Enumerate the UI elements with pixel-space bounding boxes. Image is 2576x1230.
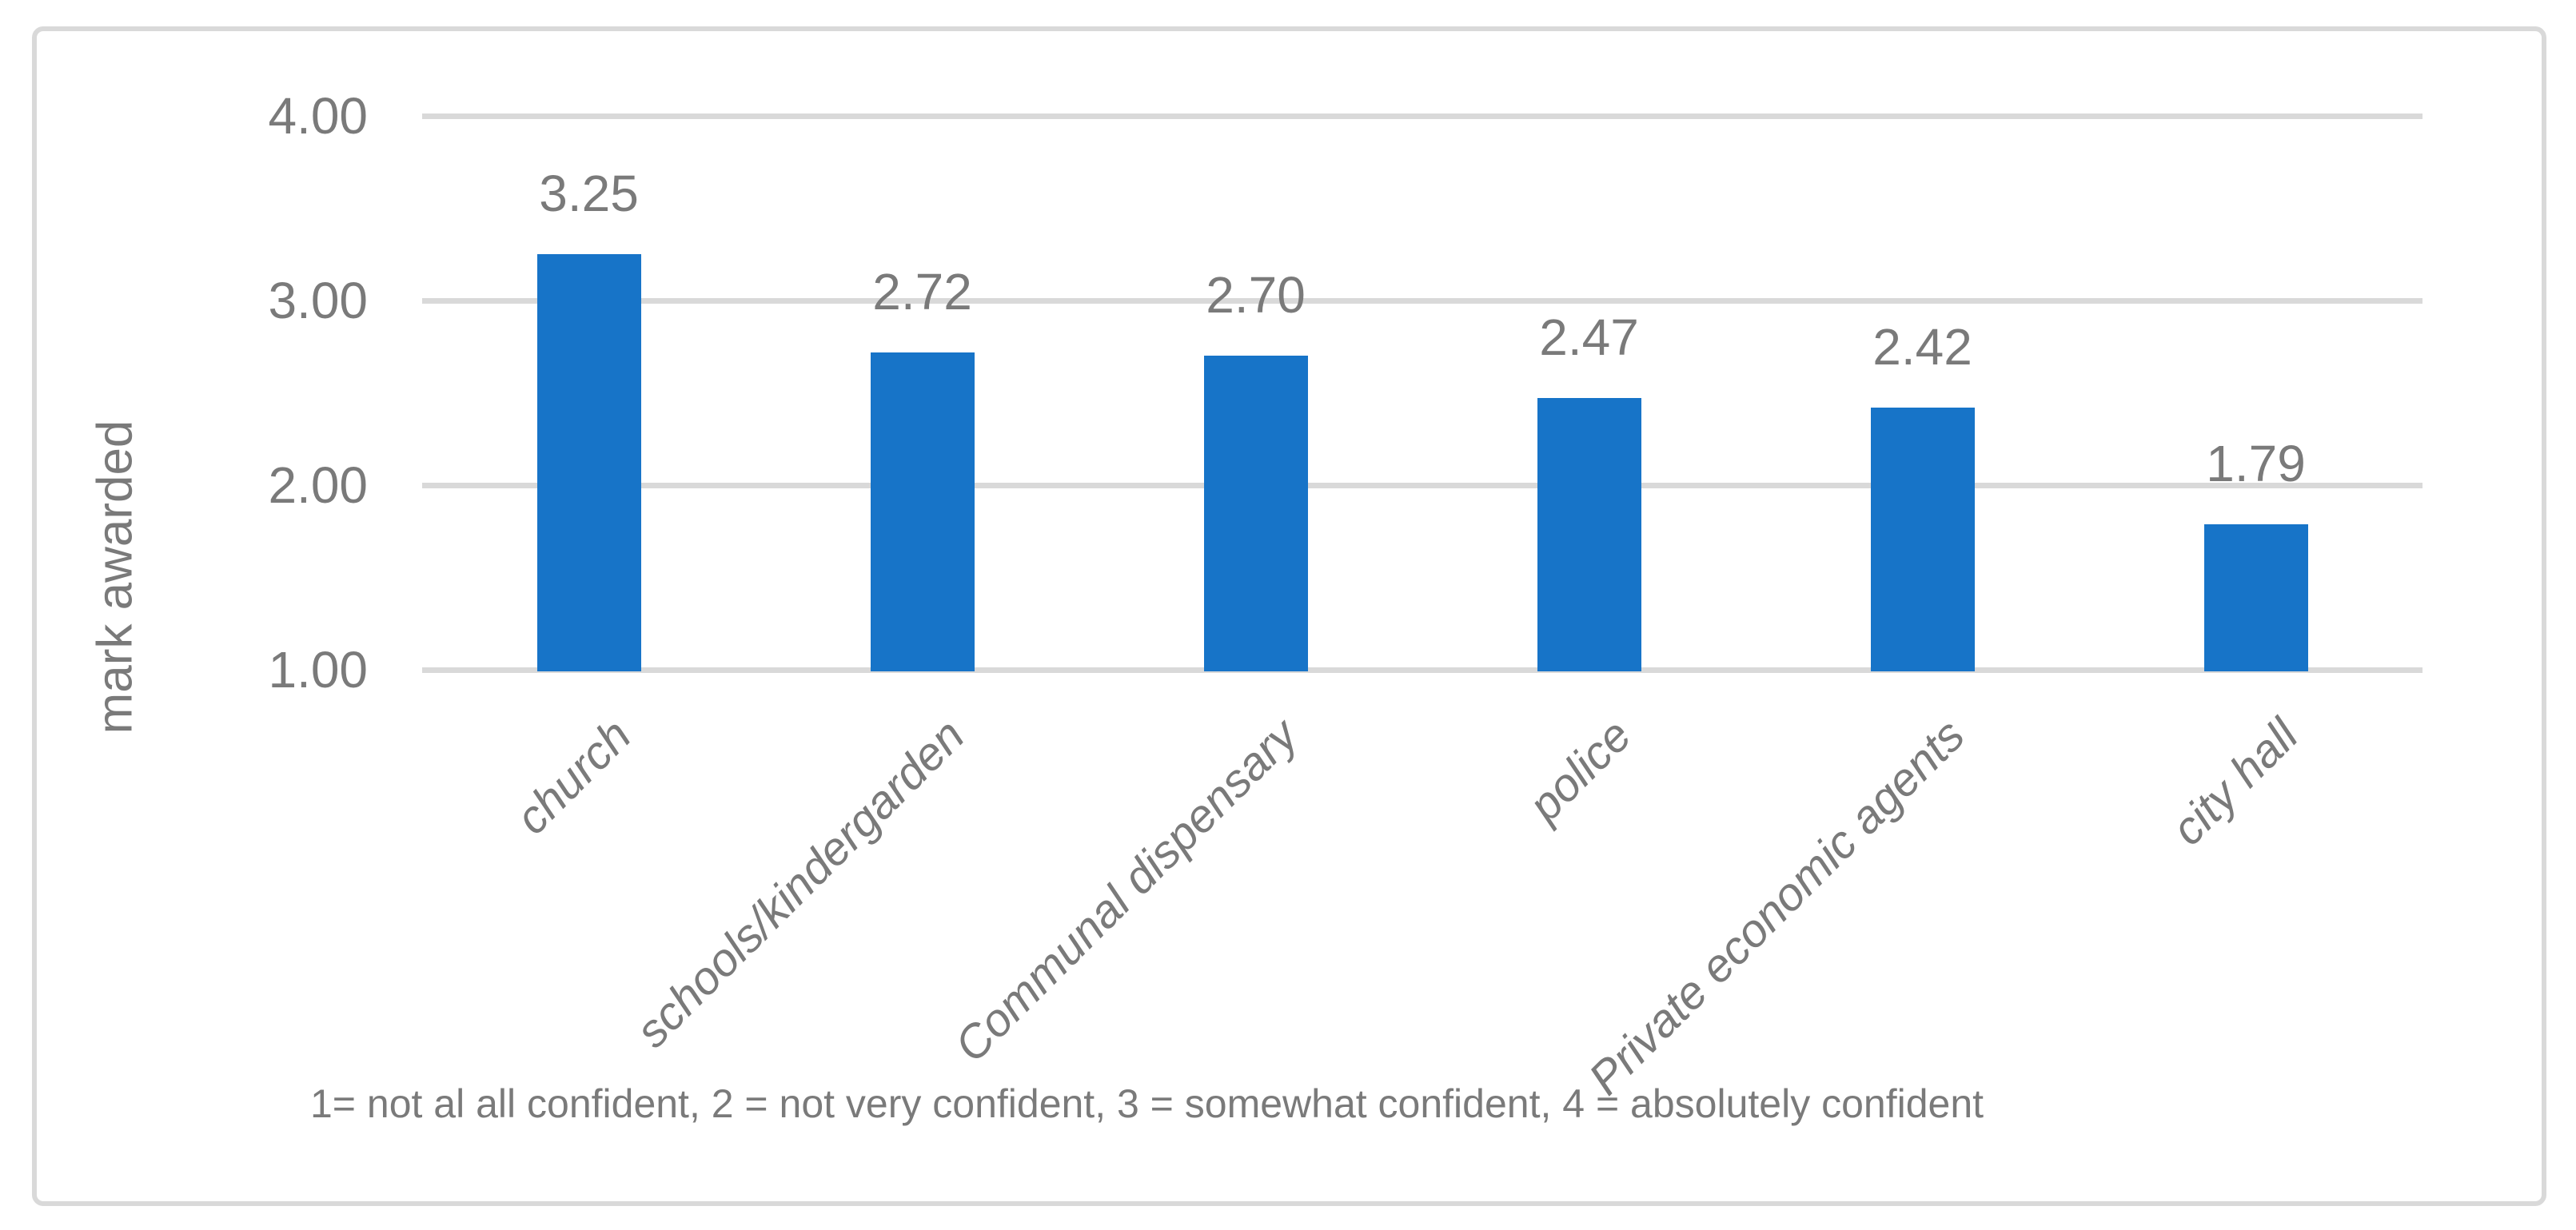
y-tick-label: 1.00 xyxy=(268,641,368,699)
value-label: 3.25 xyxy=(539,165,639,223)
footnote: 1= not al all confident, 2 = not very co… xyxy=(310,1081,1984,1126)
value-label: 1.79 xyxy=(2206,434,2306,492)
bar-police xyxy=(1537,398,1641,671)
gridline-3.00 xyxy=(422,298,2422,304)
gridline-2.00 xyxy=(422,483,2422,488)
value-label: 2.42 xyxy=(1872,317,1972,376)
y-axis-title: mark awarded xyxy=(87,420,143,734)
bar-city-hall xyxy=(2203,523,2308,671)
bar-schools-kindergarden xyxy=(870,352,975,671)
bar-church xyxy=(536,254,641,671)
y-tick-label: 2.00 xyxy=(268,456,368,514)
value-label: 2.70 xyxy=(1206,266,1306,324)
gridline-1.00 xyxy=(422,667,2422,673)
gridline-4.00 xyxy=(422,113,2422,119)
y-tick-label: 3.00 xyxy=(268,272,368,329)
value-label: 2.72 xyxy=(872,262,972,320)
bar-communal-dispensary xyxy=(1203,356,1308,671)
chart-border xyxy=(32,26,2546,1206)
value-label: 2.47 xyxy=(1539,308,1639,367)
bar-private-economic-agents xyxy=(1870,407,1975,671)
y-tick-label: 4.00 xyxy=(268,87,368,145)
